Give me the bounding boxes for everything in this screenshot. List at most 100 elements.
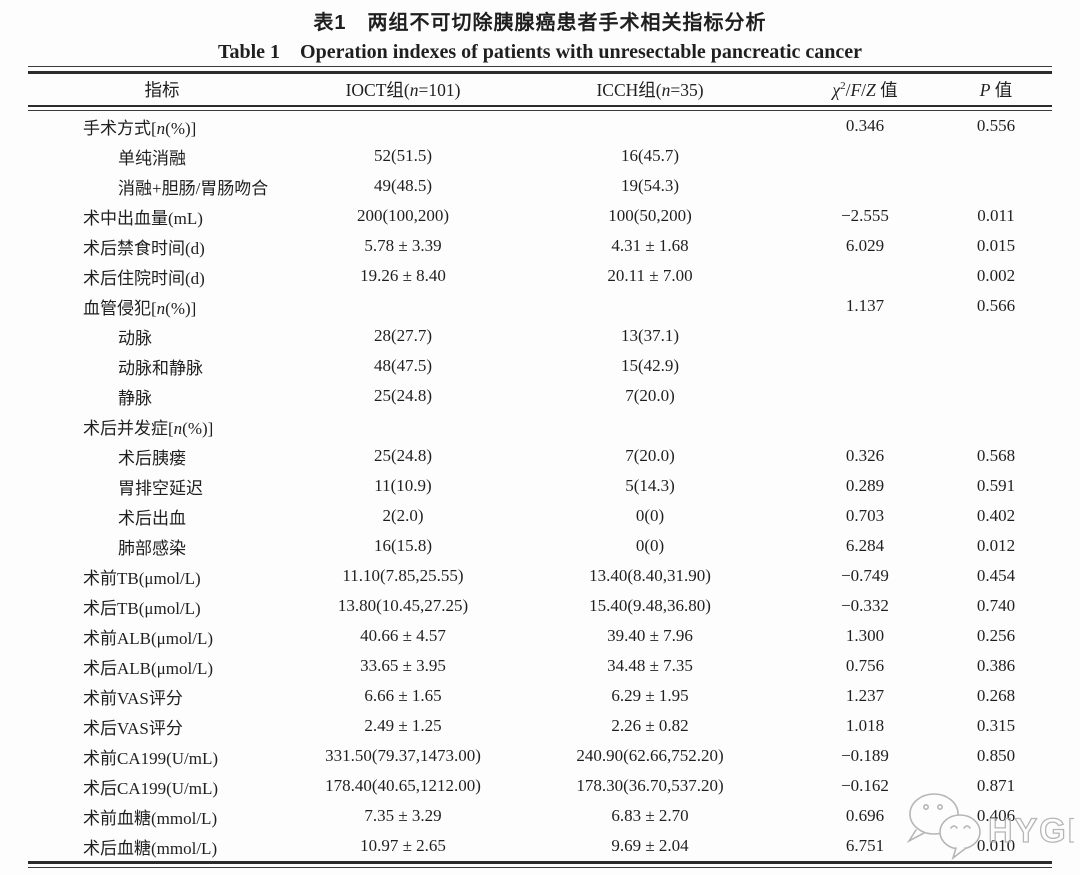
table-row: 术前ALB(μmol/L) 40.66 ± 4.57 39.40 ± 7.96 1.3… <box>28 621 1052 651</box>
p-value: 0.406 <box>976 806 1016 825</box>
icch-value: 16(45.7) <box>620 146 680 165</box>
column-header-p: P 值 <box>979 80 1013 100</box>
stat-value: −0.189 <box>841 746 889 765</box>
table-row: 消融+胆肠/胃肠吻合 49(48.5) 19(54.3) <box>28 171 1052 201</box>
p-value: 0.315 <box>976 716 1016 735</box>
ioct-value: 48(47.5) <box>373 356 433 375</box>
icch-value: 100(50,200) <box>608 206 692 225</box>
icch-value: 6.83 ± 2.70 <box>611 806 689 825</box>
ioct-value: 200(100,200) <box>356 206 450 225</box>
icch-value: 0(0) <box>635 536 665 555</box>
row-label: 单纯消融 <box>118 148 186 168</box>
p-value: 0.871 <box>976 776 1016 795</box>
table-header-row: 指标 IOCT组(n=101) ICCH组(n=35) χ2/F/Z 值 P 值 <box>28 74 1052 105</box>
row-label: 术前血糖(mmol/L) <box>83 808 218 828</box>
row-label: 动脉 <box>118 328 152 348</box>
row-label: 术前CA199(U/mL) <box>83 748 219 768</box>
ioct-value: 19.26 ± 8.40 <box>360 266 446 285</box>
ioct-value: 40.66 ± 4.57 <box>360 626 446 645</box>
row-label: 术前ALB(μmol/L) <box>83 628 213 648</box>
p-value: 0.015 <box>976 236 1016 255</box>
p-value: 0.568 <box>976 446 1016 465</box>
ioct-value: 178.40(40.65,1212.00) <box>325 776 481 795</box>
ioct-value: 6.66 ± 1.65 <box>364 686 442 705</box>
row-label: 消融+胆肠/胃肠吻合 <box>118 178 269 198</box>
stat-value: 0.703 <box>845 506 885 525</box>
ioct-value: 49(48.5) <box>373 176 433 195</box>
column-header-icch: ICCH组(n=35) <box>596 80 704 100</box>
table-row: 术后并发症[n(%)] <box>28 411 1052 441</box>
icch-value: 4.31 ± 1.68 <box>611 236 689 255</box>
stat-value: 1.237 <box>845 686 885 705</box>
column-header-label: 指标 <box>144 80 180 100</box>
p-value: 0.012 <box>976 536 1016 555</box>
row-label: 术后出血 <box>118 508 186 528</box>
icch-value: 9.69 ± 2.04 <box>611 836 689 855</box>
row-label: 术前VAS评分 <box>83 688 183 708</box>
icch-value: 13(37.1) <box>620 326 680 345</box>
stat-value: −0.332 <box>841 596 889 615</box>
ioct-value: 7.35 ± 3.29 <box>364 806 442 825</box>
table-row: 术前VAS评分 6.66 ± 1.65 6.29 ± 1.95 1.237 0.268 <box>28 681 1052 711</box>
stat-value: 0.326 <box>845 446 885 465</box>
stat-value: 1.137 <box>845 296 885 315</box>
table-row: 单纯消融 52(51.5) 16(45.7) <box>28 141 1052 171</box>
stat-value: 6.751 <box>845 836 885 855</box>
ioct-value: 11(10.9) <box>374 476 432 495</box>
icch-value: 20.11 ± 7.00 <box>607 266 693 285</box>
ioct-value: 25(24.8) <box>373 386 433 405</box>
row-label: 术后住院时间(d) <box>83 268 205 288</box>
row-label: 血管侵犯[n(%)] <box>83 298 197 318</box>
p-value: 0.402 <box>976 506 1016 525</box>
stat-value: 6.284 <box>845 536 885 555</box>
table-row: 肺部感染 16(15.8) 0(0) 6.284 0.012 <box>28 531 1052 561</box>
row-label: 术后CA199(U/mL) <box>83 778 219 798</box>
row-label: 术后TB(μmol/L) <box>83 598 201 618</box>
row-label: 静脉 <box>118 388 152 408</box>
icch-value: 15(42.9) <box>620 356 680 375</box>
stat-value: 0.696 <box>845 806 885 825</box>
ioct-value: 10.97 ± 2.65 <box>360 836 446 855</box>
table-body: 手术方式[n(%)] 0.346 0.556 单纯消融 52(51.5) 16(45.7)… <box>28 111 1052 861</box>
row-label: 术后血糖(mmol/L) <box>83 838 218 858</box>
table-row: 术后禁食时间(d) 5.78 ± 3.39 4.31 ± 1.68 6.029 0.01… <box>28 231 1052 261</box>
table-row: 术后CA199(U/mL) 178.40(40.65,1212.00) 178.30… <box>28 771 1052 801</box>
ioct-value: 13.80(10.45,27.25) <box>337 596 469 615</box>
table-title-english: Table 1 Operation indexes of patients wi… <box>217 41 863 63</box>
p-value: 0.256 <box>976 626 1016 645</box>
stat-value: 0.756 <box>845 656 885 675</box>
stat-value: −0.749 <box>841 566 889 585</box>
icch-value: 5(14.3) <box>625 476 675 495</box>
p-value: 0.556 <box>976 116 1016 135</box>
p-value: 0.002 <box>976 266 1016 285</box>
row-label: 胃排空延迟 <box>118 478 203 498</box>
icch-value: 178.30(36.70,537.20) <box>576 776 724 795</box>
p-value: 0.591 <box>976 476 1016 495</box>
ioct-value: 52(51.5) <box>373 146 433 165</box>
table-bottom-rule <box>28 861 1052 868</box>
ioct-value: 331.50(79.37,1473.00) <box>325 746 481 765</box>
table-row: 动脉和静脉 48(47.5) 15(42.9) <box>28 351 1052 381</box>
row-label: 术前TB(μmol/L) <box>83 568 201 588</box>
ioct-value: 5.78 ± 3.39 <box>364 236 442 255</box>
row-label: 肺部感染 <box>118 538 186 558</box>
ioct-value: 16(15.8) <box>373 536 433 555</box>
row-label: 手术方式[n(%)] <box>83 118 197 138</box>
table-row: 术后VAS评分 2.49 ± 1.25 2.26 ± 0.82 1.018 0.315 <box>28 711 1052 741</box>
ioct-value: 11.10(7.85,25.55) <box>342 566 464 585</box>
table-row: 手术方式[n(%)] 0.346 0.556 <box>28 111 1052 141</box>
table-row: 术后住院时间(d) 19.26 ± 8.40 20.11 ± 7.00 0.002 <box>28 261 1052 291</box>
table-row: 胃排空延迟 11(10.9) 5(14.3) 0.289 0.591 <box>28 471 1052 501</box>
ioct-value: 33.65 ± 3.95 <box>360 656 446 675</box>
p-value: 0.740 <box>976 596 1016 615</box>
ioct-value: 28(27.7) <box>373 326 433 345</box>
table-row: 术前血糖(mmol/L) 7.35 ± 3.29 6.83 ± 2.70 0.696 0… <box>28 801 1052 831</box>
table-row: 术中出血量(mL) 200(100,200) 100(50,200) −2.555 0.… <box>28 201 1052 231</box>
operation-index-table: 指标 IOCT组(n=101) ICCH组(n=35) χ2/F/Z 值 P 值 手术方… <box>28 66 1052 868</box>
row-label: 术后胰瘘 <box>118 448 186 468</box>
table-row: 术后TB(μmol/L) 13.80(10.45,27.25) 15.40(9.48… <box>28 591 1052 621</box>
table-row: 术后胰瘘 25(24.8) 7(20.0) 0.326 0.568 <box>28 441 1052 471</box>
stat-value: −2.555 <box>841 206 889 225</box>
icch-value: 13.40(8.40,31.90) <box>589 566 711 585</box>
